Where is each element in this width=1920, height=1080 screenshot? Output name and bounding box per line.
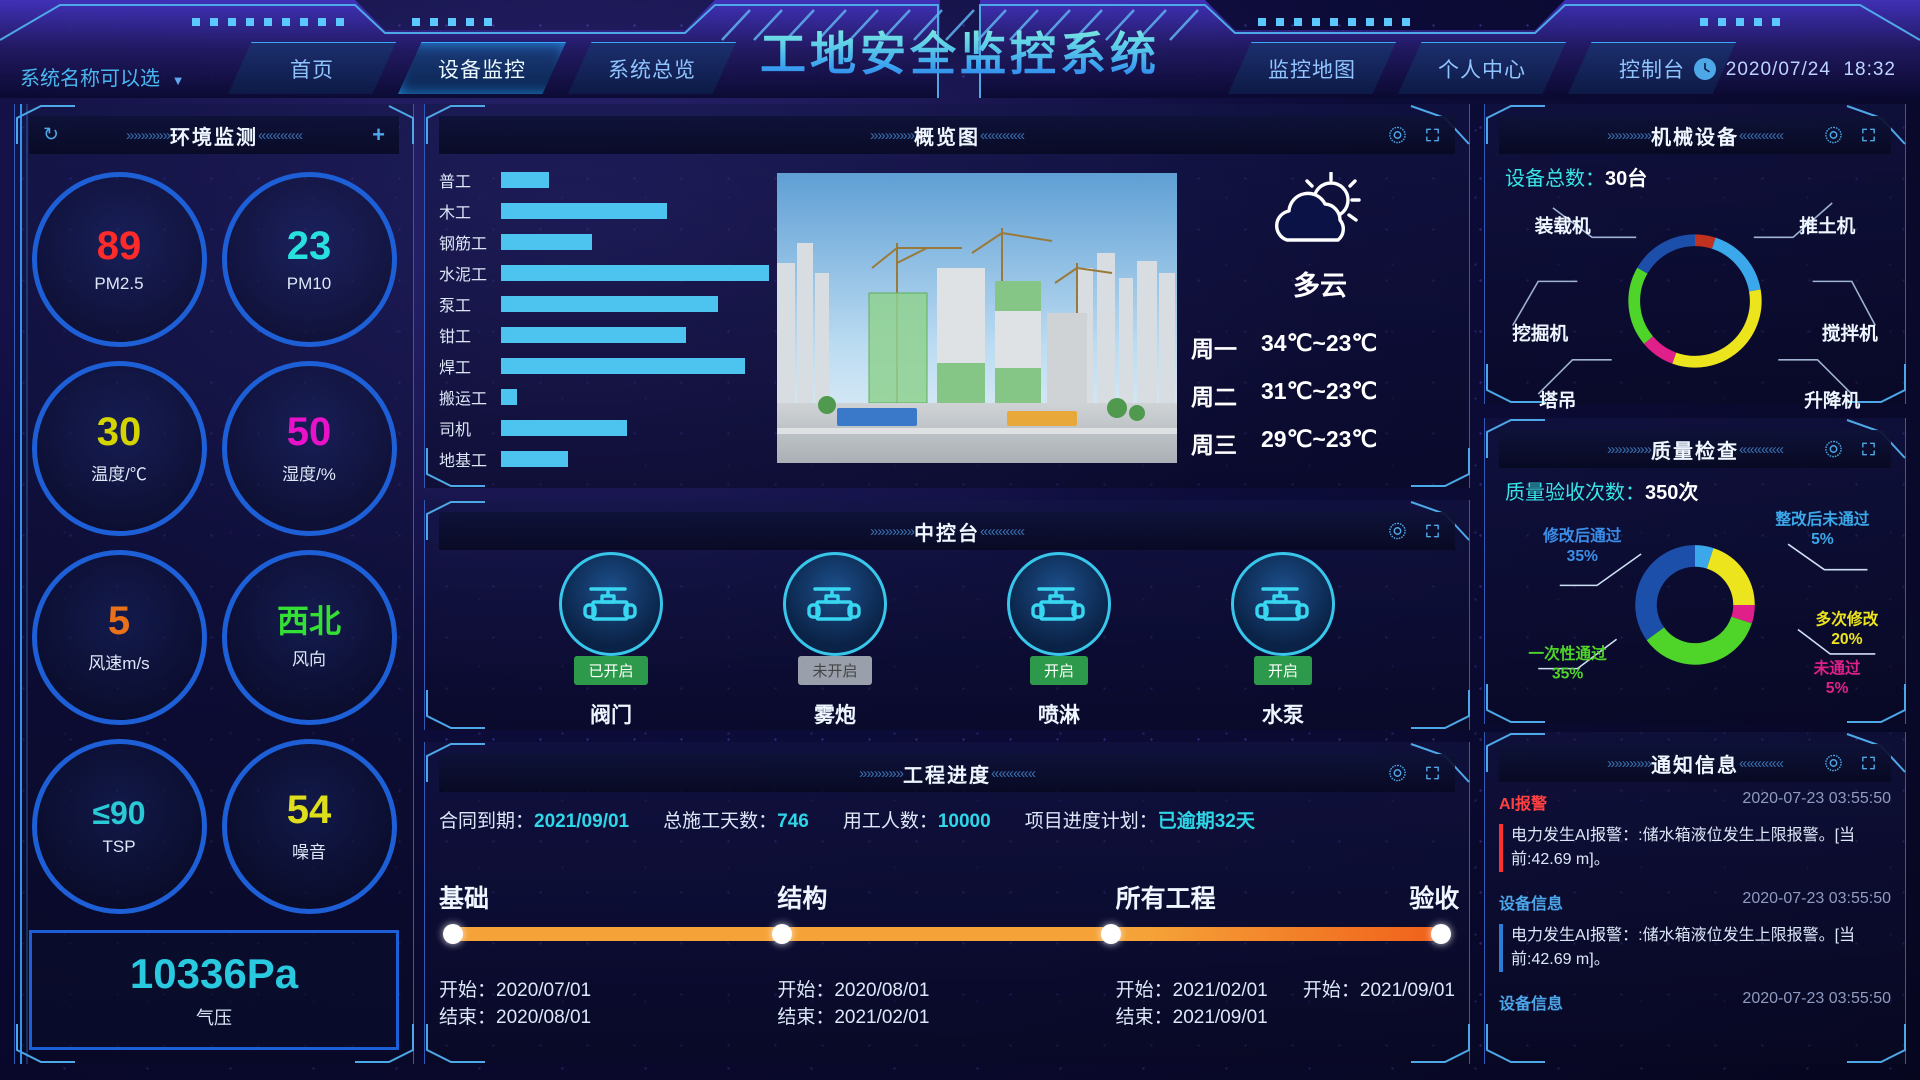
svg-text:推土机: 推土机 (1799, 215, 1855, 236)
svg-text:多次修改: 多次修改 (1816, 610, 1879, 629)
svg-text:升降机: 升降机 (1804, 390, 1860, 411)
svg-text:挖掘机: 挖掘机 (1512, 323, 1568, 344)
svg-text:5%: 5% (1826, 680, 1849, 697)
svg-text:整改后未通过: 整改后未通过 (1775, 510, 1869, 529)
svg-text:35%: 35% (1552, 665, 1583, 682)
svg-text:装载机: 装载机 (1535, 215, 1591, 236)
svg-text:35%: 35% (1567, 548, 1598, 565)
svg-text:20%: 20% (1831, 631, 1862, 648)
svg-text:5%: 5% (1811, 531, 1834, 548)
svg-text:未通过: 未通过 (1814, 659, 1861, 678)
svg-text:一次性通过: 一次性通过 (1528, 644, 1607, 663)
svg-text:塔吊: 塔吊 (1539, 390, 1576, 411)
svg-text:修改后通过: 修改后通过 (1542, 526, 1622, 545)
svg-text:搅拌机: 搅拌机 (1822, 323, 1878, 344)
